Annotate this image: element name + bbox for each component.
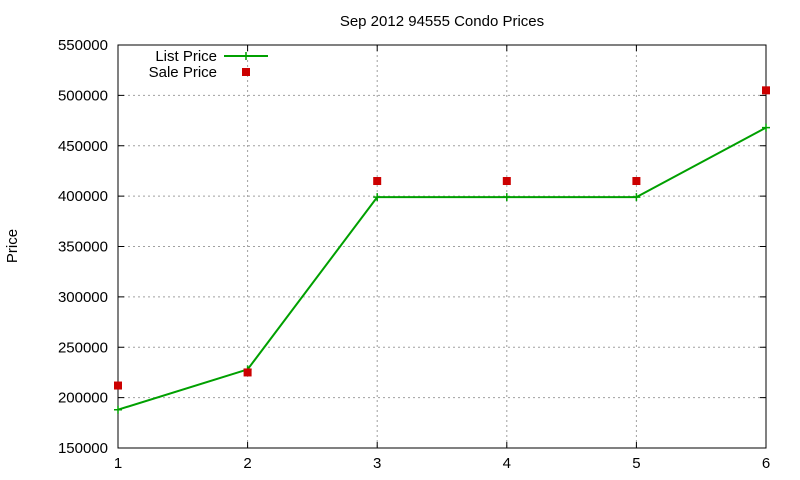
chart-title: Sep 2012 94555 Condo Prices bbox=[340, 13, 544, 30]
x-tick-label: 1 bbox=[114, 455, 122, 472]
y-tick-label: 200000 bbox=[58, 390, 108, 407]
x-tick-label: 2 bbox=[243, 455, 251, 472]
y-tick-label: 300000 bbox=[58, 289, 108, 306]
y-axis-label: Price bbox=[4, 229, 21, 263]
x-tick-label: 6 bbox=[762, 455, 770, 472]
y-tick-label: 400000 bbox=[58, 188, 108, 205]
list-price-point bbox=[762, 123, 770, 132]
sale-price-point bbox=[114, 381, 122, 390]
x-tick-labels: 1 2 3 4 5 6 bbox=[114, 455, 770, 472]
legend-marker-list-price bbox=[242, 52, 250, 60]
legend-label-sale-price: Sale Price bbox=[149, 64, 217, 81]
sale-price-point bbox=[762, 86, 770, 95]
y-tick-labels: 150000 200000 250000 300000 350000 400000 4500… bbox=[58, 37, 108, 457]
x-tick-label: 4 bbox=[503, 455, 511, 472]
list-price-point bbox=[632, 193, 641, 202]
series-layer bbox=[114, 86, 770, 414]
y-tick-label: 150000 bbox=[58, 440, 108, 457]
legend-marker-sale-price bbox=[242, 68, 250, 76]
sale-price-point bbox=[502, 177, 511, 186]
y-tick-label: 350000 bbox=[58, 239, 108, 256]
sale-price-point bbox=[632, 177, 641, 186]
sale-price-point bbox=[373, 177, 382, 186]
list-price-point bbox=[373, 193, 382, 202]
y-tick-label: 550000 bbox=[58, 37, 108, 54]
x-tick-label: 3 bbox=[373, 455, 381, 472]
sale-price-point bbox=[243, 368, 252, 377]
legend-label-list-price: List Price bbox=[155, 48, 217, 65]
y-tick-label: 450000 bbox=[58, 138, 108, 155]
list-price-point bbox=[114, 405, 122, 414]
y-tick-label: 500000 bbox=[58, 87, 108, 104]
y-tick-label: 250000 bbox=[58, 339, 108, 356]
list-price-line bbox=[117, 126, 767, 411]
x-tick-label: 5 bbox=[632, 455, 640, 472]
list-price-point bbox=[502, 193, 511, 202]
axis-ticks bbox=[117, 44, 767, 449]
grid-lines bbox=[118, 45, 766, 448]
